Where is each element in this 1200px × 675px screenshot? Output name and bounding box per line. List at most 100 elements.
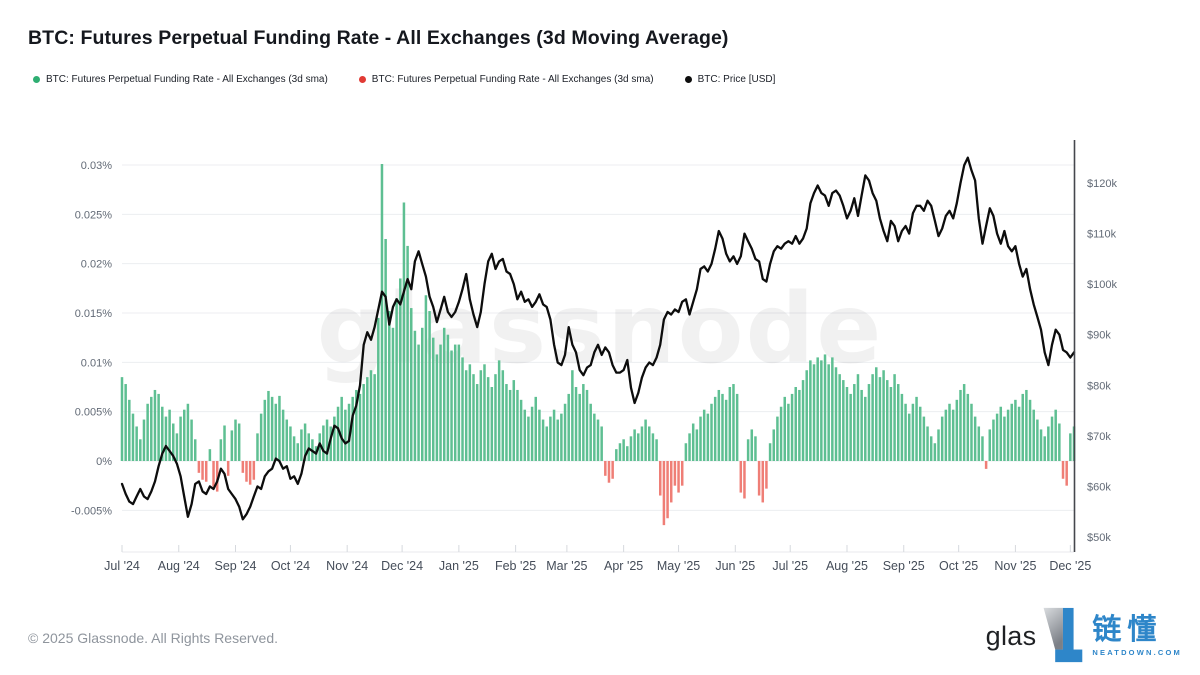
funding-bar [362,384,365,461]
funding-bar [666,461,669,519]
funding-bar [223,425,226,461]
funding-bar [827,364,830,461]
funding-rate-bars [120,164,1076,526]
right-axis-tick-label: $90k [1087,330,1111,342]
funding-bar [490,387,494,461]
funding-bar [212,461,215,487]
funding-bar [607,461,611,483]
funding-bar [377,317,380,461]
x-axis-tick-label: Aug '24 [158,559,200,573]
funding-bar [263,399,267,461]
funding-bar [464,370,468,461]
funding-bar [556,419,559,461]
funding-bar [853,384,856,461]
left-axis-tick-label: 0.03% [81,160,112,172]
funding-bar [992,419,995,461]
legend-item-funding-negative[interactable]: BTC: Futures Perpetual Funding Rate - Al… [358,74,654,85]
funding-bar [322,425,325,461]
funding-bar [717,389,721,461]
funding-bar [307,433,310,461]
funding-bar [1025,389,1028,461]
funding-bar [234,419,237,461]
funding-bar [659,461,662,496]
right-axis-tick-label: $110k [1087,229,1117,241]
left-axis-tick-label: 0.01% [81,357,112,369]
funding-bar [186,403,190,461]
funding-bar [245,461,248,482]
funding-bar [530,406,534,461]
funding-bar [428,311,431,461]
funding-bar [790,393,794,461]
funding-bar [948,403,951,461]
funding-bar [669,461,673,503]
right-axis-tick-label: $120k [1087,178,1117,190]
funding-bar [296,443,299,461]
funding-bar [333,416,336,461]
x-axis-tick-label: Dec '24 [381,559,423,573]
funding-bar [637,433,640,461]
funding-bar [713,396,717,461]
funding-bar [256,433,259,461]
funding-bar [911,403,915,461]
left-axis-labels: 0.03% 0.025% 0.02% 0.015% 0.01% 0.005% 0% -0.00… [71,160,112,517]
right-axis-tick-label: $80k [1087,380,1111,392]
funding-bar [413,330,417,461]
funding-bar [347,403,351,461]
funding-bar [651,433,655,461]
funding-bar [128,399,131,461]
left-axis-tick-label: -0.005% [71,505,112,517]
x-axis-tick-label: Sep '24 [214,559,256,573]
funding-bar [395,298,398,461]
funding-bar [897,384,900,461]
x-axis-tick-label: Dec '25 [1049,559,1091,573]
funding-bar [541,419,545,461]
funding-bar [329,426,332,461]
funding-bar [142,419,146,461]
funding-bar [761,461,765,503]
funding-bar [816,357,819,461]
funding-bar [757,461,761,496]
funding-bar [585,389,589,461]
funding-bar [230,430,234,461]
funding-bar [622,439,625,461]
funding-bar [150,396,153,461]
funding-bar [325,419,329,461]
funding-bar [593,413,596,461]
funding-bar [962,384,966,461]
legend-item-funding-positive[interactable]: BTC: Futures Perpetual Funding Rate - Al… [33,74,328,85]
funding-bar [728,387,732,461]
funding-rate-price-chart[interactable]: glassnode 0.03% 0.025% 0.02% 0.015% 0.01% 0.00… [0,0,1200,600]
funding-bar [926,426,929,461]
x-axis-tick-label: Mar '25 [546,559,587,573]
legend-item-price[interactable]: BTC: Price [USD] [684,74,775,85]
funding-bar [483,364,486,461]
x-axis-tick-label: Apr '25 [604,559,643,573]
funding-bar [944,409,948,461]
funding-bar [677,461,680,493]
funding-bar [995,413,999,461]
right-axis-tick-label: $100k [1087,279,1117,291]
red-dot-icon [358,76,366,83]
funding-bar [929,436,933,461]
funding-bar [739,461,743,493]
funding-bar [388,311,391,461]
funding-bar [699,416,702,461]
funding-bar [673,461,677,486]
funding-bar [981,436,984,461]
left-axis-tick-label: 0.025% [75,209,113,221]
left-axis-tick-label: 0.015% [75,308,113,320]
funding-bar [417,344,420,461]
funding-bar [629,436,633,461]
funding-bar [1043,436,1046,461]
funding-bar [270,396,274,461]
funding-bar [787,403,790,461]
funding-bar [1047,426,1050,461]
funding-bar [867,384,871,461]
funding-bar [984,461,988,469]
funding-bar [860,389,863,461]
funding-bar [907,413,911,461]
funding-bar [1032,409,1035,461]
right-axis-labels: $120k $110k $100k $90k $80k $70k $60k $50k [1087,178,1117,544]
page-title: BTC: Futures Perpetual Funding Rate - Al… [28,27,729,49]
funding-bar [475,384,479,461]
